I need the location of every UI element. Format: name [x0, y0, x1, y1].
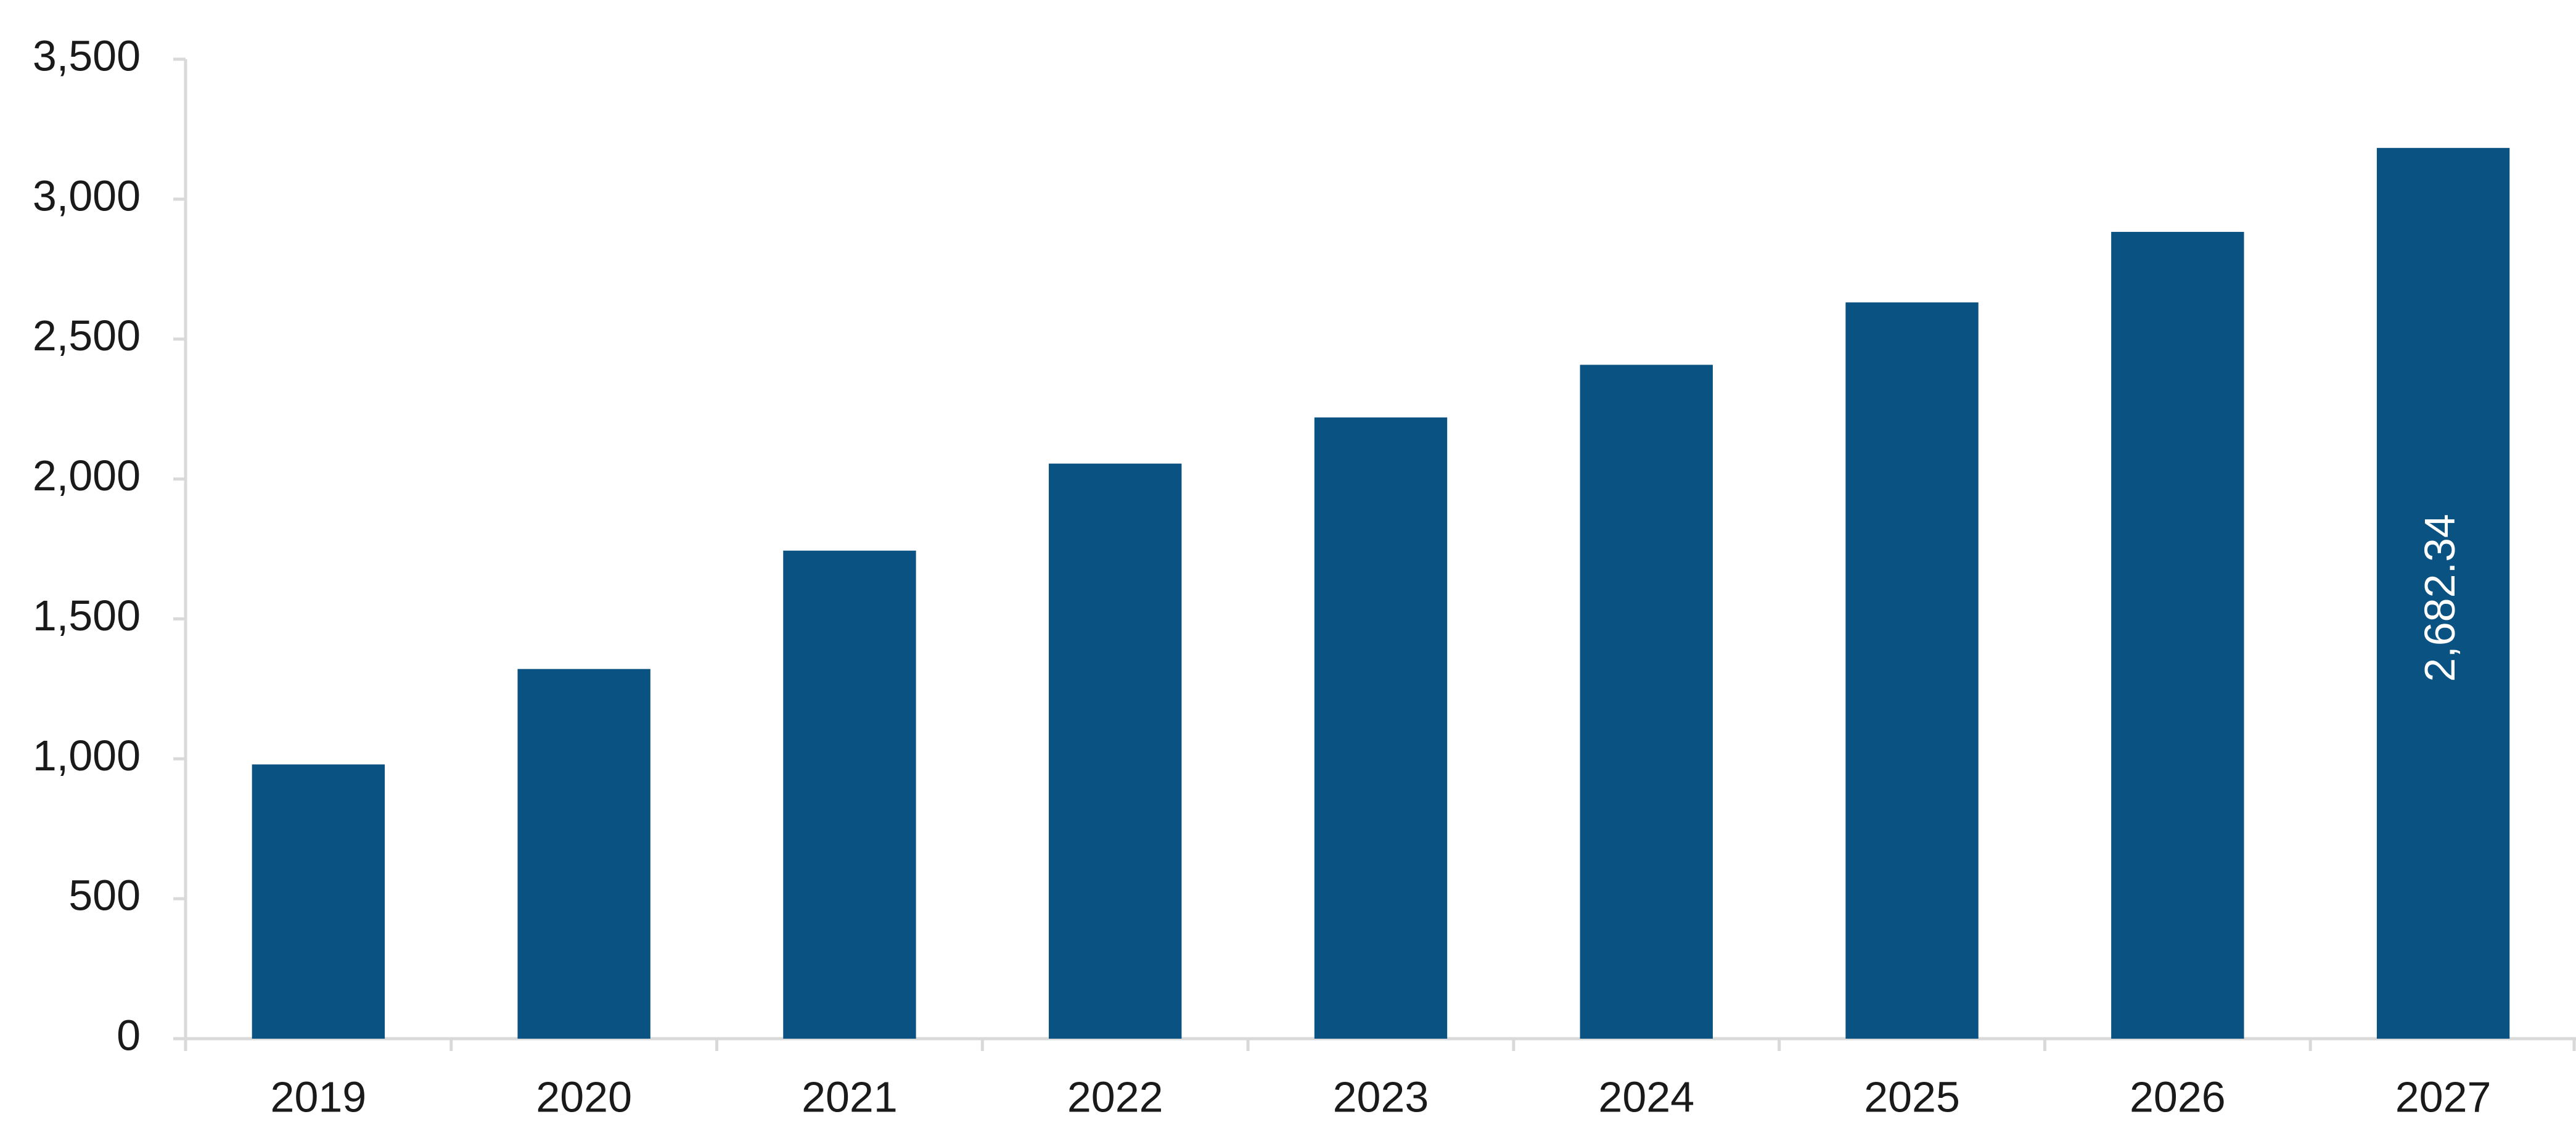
x-tick-label: 2023	[1333, 1073, 1429, 1121]
bar	[1580, 365, 1713, 1039]
y-tick-label: 0	[117, 1011, 141, 1059]
x-tick-label: 2019	[271, 1073, 367, 1121]
x-tick-label: 2027	[2395, 1073, 2492, 1121]
y-tick-label: 2,000	[33, 451, 141, 500]
bar	[1314, 417, 1448, 1039]
annotation: 2,682.34	[2416, 514, 2464, 682]
x-tick-label: 2021	[802, 1073, 898, 1121]
y-tick-label: 3,000	[33, 171, 141, 220]
y-tick-label: 2,500	[33, 311, 141, 360]
bar	[783, 550, 916, 1039]
bar	[1845, 302, 1979, 1039]
bar	[517, 669, 650, 1039]
x-tick-label: 2026	[2130, 1073, 2226, 1121]
y-tick-label: 1,000	[33, 732, 141, 780]
x-tick-label: 2025	[1864, 1073, 1960, 1121]
x-tick-label: 2020	[536, 1073, 632, 1121]
x-tick-label: 2022	[1067, 1073, 1163, 1121]
y-tick-label: 500	[68, 872, 141, 920]
y-tick-label: 1,500	[33, 592, 141, 640]
bar	[1049, 463, 1182, 1039]
x-tick-label: 2024	[1598, 1073, 1694, 1121]
bar	[2111, 231, 2244, 1039]
bar	[2376, 147, 2510, 1039]
bar	[252, 764, 385, 1039]
y-tick-label: 3,500	[33, 31, 141, 80]
